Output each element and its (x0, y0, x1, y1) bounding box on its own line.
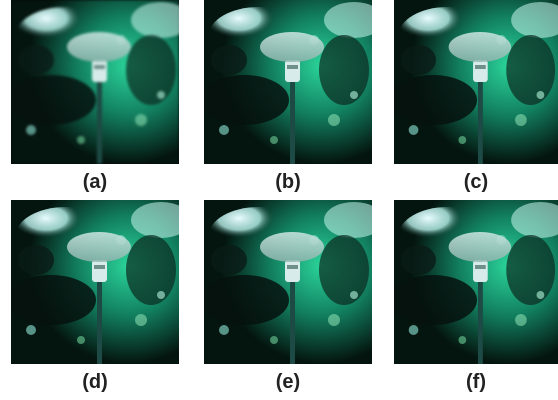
lamp-post-photo (394, 0, 558, 164)
image-panel-b (204, 0, 372, 164)
panel-caption: (f) (466, 371, 486, 393)
panel-caption: (c) (463, 171, 489, 193)
panel-caption: (a) (82, 171, 108, 193)
panel-caption: (b) (275, 171, 301, 193)
lamp-post-photo (11, 200, 179, 364)
panel-caption: (d) (82, 371, 108, 393)
image-panel-f (394, 200, 558, 364)
image-panel-a (11, 0, 179, 164)
lamp-post-photo (11, 0, 179, 164)
image-panel-d (11, 200, 179, 364)
panel-caption: (e) (275, 371, 301, 393)
image-panel-c (394, 0, 558, 164)
lamp-post-photo (204, 200, 372, 364)
lamp-post-photo (204, 0, 372, 164)
lamp-post-photo (394, 200, 558, 364)
image-panel-e (204, 200, 372, 364)
